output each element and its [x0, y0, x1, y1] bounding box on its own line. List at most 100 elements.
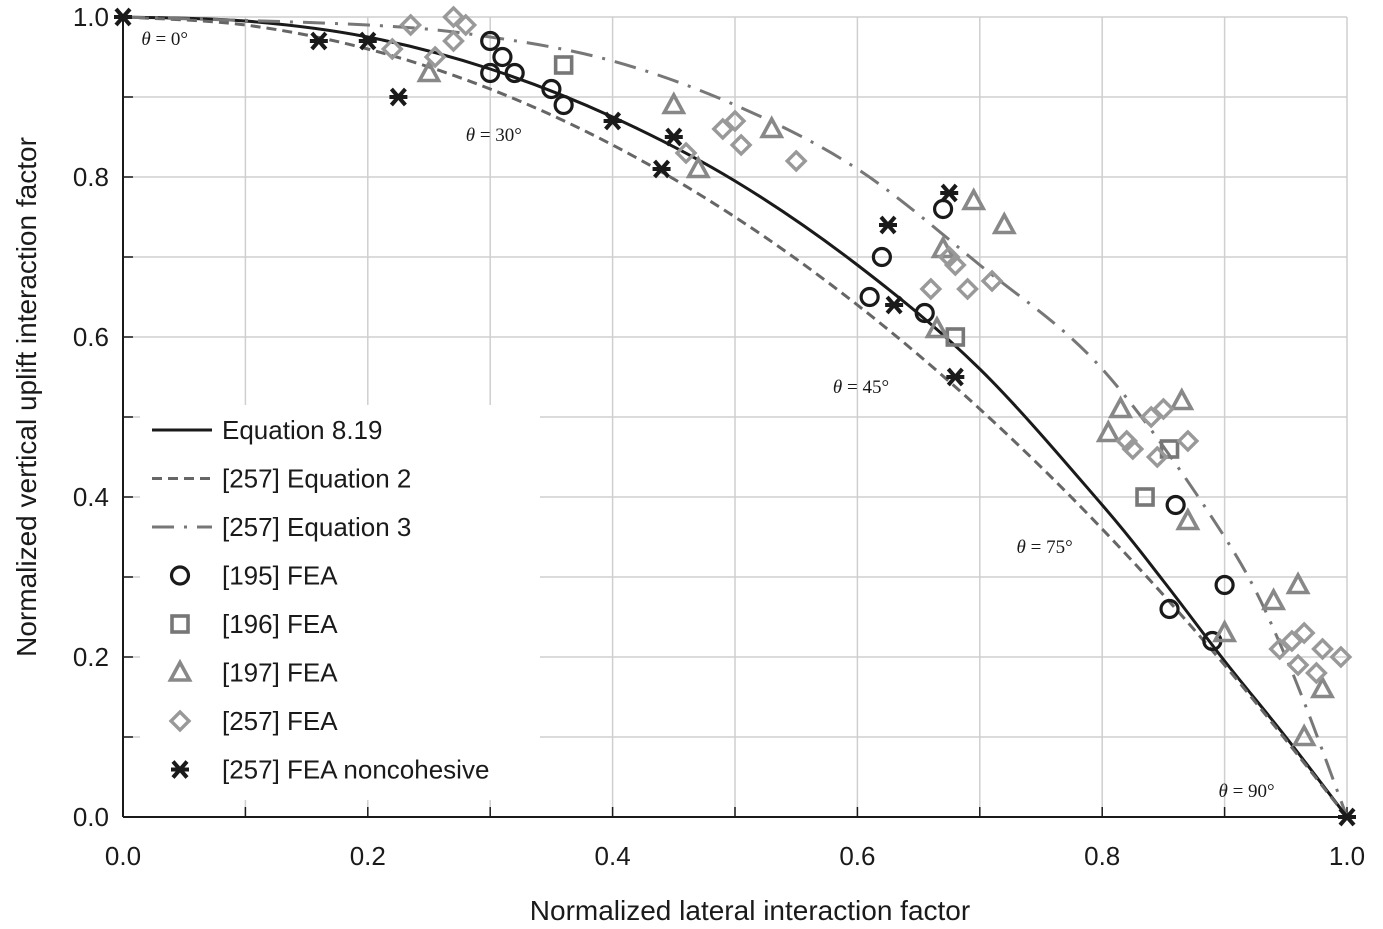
y-tick-label: 0.0: [73, 802, 109, 832]
data-point-257-fea-noncohesive: [652, 159, 671, 179]
data-point-257-fea-noncohesive: [1338, 807, 1356, 827]
legend-label: [196] FEA: [222, 609, 338, 639]
data-point-197-fea: [1108, 395, 1134, 419]
legend-swatch: [169, 565, 191, 586]
data-point-257-fea: [956, 277, 979, 301]
data-point-195-fea: [541, 78, 562, 100]
x-tick-label: 0.6: [839, 841, 875, 871]
data-point-257-fea: [674, 141, 698, 165]
data-point-195-fea: [553, 94, 574, 116]
data-point-257-fea: [454, 13, 478, 37]
data-point-197-fea: [961, 187, 987, 211]
y-tick-label: 0.6: [73, 322, 109, 352]
data-point-197-fea: [1212, 619, 1238, 643]
data-point-257-fea: [980, 269, 1004, 293]
data-point-197-fea: [991, 211, 1017, 235]
y-tick-label: 0.8: [73, 162, 109, 192]
data-point-257-fea: [1311, 637, 1334, 661]
axes: 0.0 0.2 0.4 0.6 0.8 1.0 0.0 0.2 0.4 0.6 0.8 1.0 Norm…: [11, 2, 1365, 926]
angle-annotation: θ = 0°: [141, 29, 188, 50]
data-point-257-fea-noncohesive: [664, 127, 683, 147]
data-point-257-fea-noncohesive: [114, 7, 132, 27]
legend-label: [195] FEA: [222, 561, 338, 591]
data-point-257-fea: [1292, 621, 1316, 645]
data-point-195-fea: [932, 198, 954, 220]
angle-value: = 0°: [151, 29, 188, 50]
data-point-257-fea: [784, 149, 808, 173]
data-point-195-fea: [859, 286, 880, 308]
series-line-257-equation-3: [122, 15, 1349, 818]
data-point-196-fea: [1135, 487, 1155, 507]
data-point-257-fea-noncohesive: [358, 31, 377, 51]
legend-label: [257] Equation 2: [222, 464, 411, 494]
data-point-257-fea-noncohesive: [885, 295, 904, 315]
data-point-197-fea: [416, 59, 442, 83]
data-point-257-fea-noncohesive: [309, 31, 328, 51]
data-point-196-fea: [553, 55, 574, 75]
data-point-197-fea: [1175, 507, 1201, 531]
data-point-197-fea: [924, 315, 950, 339]
legend-swatch: [170, 614, 190, 634]
theta-symbol: θ: [1017, 537, 1026, 558]
data-point-257-fea: [1286, 653, 1310, 677]
series-line-257-equation-2: [122, 15, 1349, 818]
data-point-257-fea: [1145, 445, 1169, 469]
data-point-257-fea-noncohesive: [940, 183, 959, 203]
data-point-257-fea: [1151, 397, 1175, 421]
data-point-257-fea-noncohesive: [389, 87, 408, 107]
legend-label: Equation 8.19: [222, 415, 382, 445]
data-point-195-fea: [914, 302, 935, 324]
legend-swatch: [168, 709, 192, 733]
data-point-257-fea: [1304, 661, 1328, 685]
theta-symbol: θ: [833, 377, 842, 398]
data-point-197-fea: [685, 155, 711, 179]
data-point-197-fea: [661, 91, 687, 115]
data-point-257-fea: [442, 5, 465, 29]
legend-label: [257] FEA noncohesive: [222, 755, 489, 785]
data-point-195-fea: [492, 46, 513, 68]
annotations: θ = 0°θ = 30°θ = 45°θ = 75°θ = 90°: [141, 29, 1274, 802]
data-point-196-fea: [1159, 439, 1180, 459]
data-point-257-fea: [729, 133, 753, 157]
legend-swatch: [167, 658, 193, 682]
data-point-257-fea-noncohesive: [946, 367, 965, 387]
angle-value: = 90°: [1228, 781, 1275, 802]
legend-label: [257] FEA: [222, 706, 338, 736]
theta-symbol: θ: [141, 29, 150, 50]
x-tick-label: 0.4: [595, 841, 631, 871]
angle-annotation: θ = 75°: [1017, 537, 1073, 558]
x-tick-label: 1.0: [1329, 841, 1365, 871]
angle-value: = 75°: [1026, 537, 1073, 558]
data-point-257-fea: [943, 253, 967, 277]
data-point-257-fea: [380, 37, 404, 61]
series-layer: [114, 5, 1356, 827]
data-point-197-fea: [1285, 571, 1311, 595]
theta-symbol: θ: [466, 125, 475, 146]
data-point-195-fea: [480, 62, 501, 84]
angle-annotation: θ = 45°: [833, 377, 889, 398]
data-point-197-fea: [1095, 419, 1121, 443]
data-point-197-fea: [759, 115, 785, 139]
data-point-195-fea: [1159, 598, 1180, 620]
data-point-195-fea: [1214, 574, 1235, 596]
data-point-197-fea: [1169, 387, 1195, 411]
data-point-197-fea: [1261, 587, 1287, 611]
data-point-257-fea: [442, 29, 465, 53]
legend-background: [140, 405, 540, 800]
theta-symbol: θ: [1218, 781, 1227, 802]
data-point-197-fea: [1309, 675, 1336, 699]
data-point-197-fea: [1291, 723, 1317, 747]
x-axis-title: Normalized lateral interaction factor: [530, 895, 970, 926]
angle-annotation: θ = 30°: [466, 125, 522, 146]
data-point-257-fea: [423, 45, 447, 69]
y-tick-label: 1.0: [73, 2, 109, 32]
data-point-257-fea: [723, 109, 747, 133]
data-point-195-fea: [504, 62, 525, 84]
x-tick-label: 0.0: [105, 841, 141, 871]
y-tick-label: 0.2: [73, 642, 109, 672]
data-point-257-fea-noncohesive: [879, 215, 897, 235]
legend: Equation 8.19 [257] Equation 2 [257] Equat…: [140, 405, 540, 800]
x-tick-label: 0.2: [350, 841, 386, 871]
data-point-257-fea: [1176, 429, 1200, 453]
